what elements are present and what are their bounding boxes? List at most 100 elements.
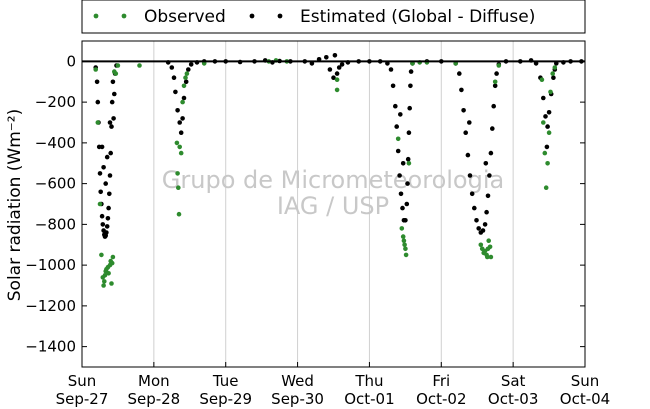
observed-point bbox=[406, 161, 412, 166]
observed-point bbox=[176, 211, 182, 217]
estimated-point bbox=[111, 116, 116, 121]
observed-point bbox=[93, 67, 98, 72]
x-gridlines bbox=[153, 41, 514, 367]
observed-point bbox=[175, 171, 180, 176]
legend-observed-marker-2 bbox=[121, 13, 127, 19]
observed-point bbox=[550, 71, 555, 76]
legend-observed-marker-1 bbox=[93, 13, 99, 19]
observed-point bbox=[402, 242, 407, 248]
estimated-point bbox=[398, 112, 403, 117]
y-tick-label: −800 bbox=[35, 215, 76, 233]
legend-frame bbox=[81, 0, 586, 34]
observed-point bbox=[178, 150, 184, 156]
x-tick-label-date: Oct-03 bbox=[488, 390, 538, 408]
observed-point bbox=[541, 120, 546, 125]
legend-estimated-marker-1 bbox=[249, 13, 255, 19]
estimated-point bbox=[541, 95, 546, 101]
estimated-point bbox=[388, 67, 394, 72]
estimated-point bbox=[107, 191, 112, 197]
observed-point bbox=[539, 77, 545, 82]
watermark-line-2: IAG / USP bbox=[277, 192, 389, 220]
estimated-point bbox=[395, 148, 401, 154]
data-points bbox=[93, 53, 584, 288]
estimated-point bbox=[331, 75, 336, 80]
watermark-line-1: Grupo de Micrometeorologia bbox=[162, 166, 504, 194]
observed-point bbox=[109, 260, 115, 266]
estimated-point bbox=[405, 181, 410, 186]
observed-point bbox=[176, 185, 181, 190]
estimated-point bbox=[97, 171, 103, 176]
estimated-point bbox=[94, 79, 100, 85]
estimated-point bbox=[99, 213, 105, 219]
estimated-point bbox=[327, 67, 333, 72]
observed-point bbox=[102, 273, 108, 278]
estimated-point bbox=[490, 126, 495, 131]
observed-point bbox=[95, 120, 101, 125]
observed-point bbox=[548, 89, 553, 95]
x-tick-label-day: Fri bbox=[432, 372, 450, 390]
x-tick-label-day: Sat bbox=[501, 372, 526, 390]
y-tick-label: −600 bbox=[35, 175, 76, 193]
estimated-point bbox=[104, 224, 110, 229]
estimated-point bbox=[100, 222, 106, 227]
observed-point bbox=[115, 63, 121, 68]
y-tick-label: −1200 bbox=[25, 297, 76, 315]
estimated-point bbox=[408, 83, 413, 89]
legend-estimated-label: Estimated (Global - Diffuse) bbox=[300, 7, 535, 27]
watermark: Grupo de Micrometeorologia IAG / USP bbox=[162, 166, 504, 220]
estimated-point bbox=[324, 55, 329, 60]
observed-point bbox=[334, 77, 340, 82]
observed-point bbox=[403, 252, 409, 258]
estimated-point bbox=[103, 181, 108, 186]
estimated-point bbox=[183, 79, 189, 85]
estimated-point bbox=[107, 173, 113, 178]
observed-point bbox=[137, 63, 142, 68]
observed-point bbox=[399, 226, 405, 231]
observed-point bbox=[110, 254, 116, 260]
estimated-point bbox=[406, 130, 412, 135]
observed-point bbox=[488, 254, 494, 260]
estimated-point bbox=[544, 144, 550, 150]
estimated-point bbox=[463, 130, 469, 135]
y-axis: 0 −200 −400 −600 −800 −1000 −1200 −1400 bbox=[25, 52, 585, 356]
estimated-point bbox=[109, 124, 114, 129]
legend: Observed Estimated (Global - Diffuse) bbox=[81, 0, 586, 34]
observed-point bbox=[478, 242, 484, 248]
observed-point bbox=[180, 99, 185, 105]
estimated-point bbox=[177, 120, 182, 125]
estimated-point bbox=[403, 218, 408, 223]
estimated-point bbox=[457, 71, 462, 76]
observed-point bbox=[174, 140, 180, 146]
estimated-point bbox=[112, 91, 117, 97]
estimated-point bbox=[469, 191, 475, 197]
estimated-point bbox=[175, 108, 180, 113]
x-tick-label-day: Mon bbox=[138, 372, 170, 390]
x-tick-label-day: Wed bbox=[281, 372, 314, 390]
estimated-point bbox=[483, 161, 489, 166]
y-tick-label: −1400 bbox=[25, 338, 76, 356]
observed-point bbox=[184, 71, 190, 76]
y-tick-label: −200 bbox=[35, 93, 76, 111]
estimated-point bbox=[393, 103, 398, 109]
estimated-point bbox=[173, 89, 178, 95]
estimated-point bbox=[332, 53, 338, 58]
estimated-point bbox=[336, 65, 342, 70]
estimated-point bbox=[169, 65, 175, 70]
observed-point bbox=[101, 283, 106, 288]
estimated-point bbox=[394, 124, 400, 129]
estimated-point bbox=[491, 103, 497, 109]
estimated-point bbox=[334, 71, 340, 76]
x-tick-label-day: Thu bbox=[354, 372, 383, 390]
estimated-point bbox=[98, 189, 103, 195]
estimated-point bbox=[467, 173, 473, 178]
observed-point bbox=[543, 185, 549, 190]
estimated-point bbox=[465, 152, 471, 158]
estimated-point bbox=[188, 62, 194, 67]
y-axis-title: Solar radiation (Wm⁻²) bbox=[5, 109, 25, 301]
observed-point bbox=[487, 244, 493, 250]
observed-point bbox=[496, 63, 502, 68]
observed-point bbox=[395, 136, 401, 142]
y-tick-label: 0 bbox=[66, 52, 76, 70]
observed-point bbox=[183, 75, 188, 80]
